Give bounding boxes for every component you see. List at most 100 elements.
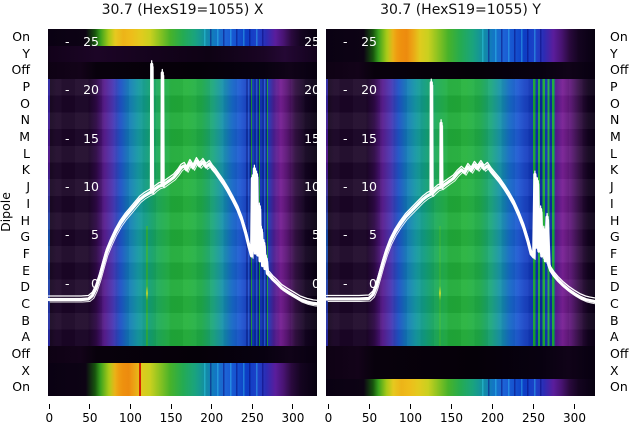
xtick: 100 bbox=[112, 404, 148, 425]
row-label: M bbox=[610, 129, 621, 145]
xtick-label: 0 bbox=[45, 411, 54, 425]
row-label: On bbox=[12, 379, 30, 395]
tick-mark bbox=[292, 404, 294, 409]
row-label: A bbox=[21, 329, 30, 345]
row-label: O bbox=[20, 95, 30, 111]
row-label: P bbox=[22, 79, 30, 95]
panel-y-title: 30.7 (HexS19=1055) Y bbox=[380, 2, 541, 18]
ytick-inside-label: -15 bbox=[343, 130, 377, 146]
xtick-label: 100 bbox=[399, 411, 422, 425]
row-label: J bbox=[26, 179, 30, 195]
row-label: M bbox=[19, 129, 30, 145]
row-label: B bbox=[21, 312, 30, 328]
xtick-label: 50 bbox=[82, 411, 98, 425]
left-edge-line bbox=[326, 79, 328, 346]
row-label: N bbox=[20, 112, 30, 128]
row-label: Y bbox=[610, 45, 618, 61]
xtick-label: 250 bbox=[240, 411, 264, 425]
tick-mark bbox=[369, 404, 370, 409]
heatmap-band-y-row bbox=[48, 45, 317, 63]
row-label: D bbox=[20, 279, 30, 295]
panel-x-title: 30.7 (HexS19=1055) X bbox=[101, 2, 264, 18]
xtick: 200 bbox=[475, 404, 511, 425]
xtick: 0 bbox=[311, 404, 347, 425]
red-line-marker bbox=[139, 362, 141, 396]
xtick-label: 300 bbox=[281, 411, 305, 425]
panel-x-heatmap: -25 -20 -15 -10 -5 -0 25 20 15 10 5 0 bbox=[48, 29, 317, 396]
tick-mark bbox=[533, 404, 534, 409]
row-label: L bbox=[23, 145, 30, 161]
row-label: J bbox=[610, 179, 614, 195]
ytick-inside-label: -20 bbox=[343, 82, 377, 98]
row-label: Off bbox=[610, 62, 629, 78]
row-label: E bbox=[610, 262, 618, 278]
heatmap-band-off-top bbox=[326, 62, 595, 80]
xtick-label: 50 bbox=[361, 411, 378, 425]
heatmap-band-off-bottom bbox=[48, 346, 317, 363]
row-label: Off bbox=[11, 62, 30, 78]
cyan-stripe-texture bbox=[482, 29, 547, 63]
xtick-label: 100 bbox=[119, 411, 142, 425]
tick-mark bbox=[129, 404, 131, 409]
row-label: E bbox=[22, 262, 30, 278]
ytick-labels-right: 25 20 15 10 5 0 bbox=[287, 29, 317, 396]
row-label: H bbox=[20, 212, 30, 228]
heatmap-band-offx-bottom bbox=[326, 346, 595, 380]
cyan-stripe-texture bbox=[482, 379, 547, 396]
ytick-inside-label: -5 bbox=[343, 227, 377, 243]
xtick-label: 300 bbox=[563, 411, 586, 425]
xtick: 300 bbox=[275, 404, 311, 425]
anomaly-stripes bbox=[533, 79, 555, 346]
xtick: 0 bbox=[31, 404, 67, 425]
row-label: D bbox=[610, 279, 620, 295]
anomaly-stripes bbox=[245, 79, 269, 346]
tick-mark bbox=[211, 404, 213, 409]
ytick-inside-label: -0 bbox=[65, 275, 99, 291]
row-label: N bbox=[610, 112, 620, 128]
row-label: P bbox=[610, 79, 618, 95]
xtick: 50 bbox=[72, 404, 108, 425]
xtick-label: 250 bbox=[522, 411, 545, 425]
row-label: K bbox=[610, 162, 619, 178]
row-label: Off bbox=[610, 345, 629, 361]
ytick-right-label: 15 bbox=[304, 130, 317, 146]
row-label: On bbox=[12, 29, 30, 44]
tick-mark bbox=[251, 404, 253, 409]
ytick-inside-label: -0 bbox=[343, 275, 377, 291]
xtick-label: 150 bbox=[159, 411, 183, 425]
row-label: F bbox=[610, 245, 618, 261]
ytick-right-label: 25 bbox=[304, 34, 317, 49]
xtick: 250 bbox=[234, 404, 270, 425]
row-label: On bbox=[610, 379, 628, 395]
xtick: 300 bbox=[557, 404, 593, 425]
row-label: Y bbox=[22, 45, 30, 61]
xtick: 200 bbox=[194, 404, 230, 425]
ytick-right-label: 20 bbox=[304, 82, 317, 98]
ytick-labels-inside: -25 -20 -15 -10 -5 -0 bbox=[65, 29, 125, 396]
ytick-inside-label: -25 bbox=[343, 34, 377, 49]
row-label: F bbox=[22, 245, 30, 261]
ytick-inside-label: -10 bbox=[65, 179, 99, 195]
left-edge-line bbox=[48, 79, 50, 346]
xtick-label: 200 bbox=[200, 411, 224, 425]
heatmap-band-on-top bbox=[48, 29, 317, 46]
tick-mark bbox=[89, 404, 91, 409]
row-label: On bbox=[610, 29, 628, 44]
xtick-label: 150 bbox=[440, 411, 463, 425]
tick-mark bbox=[492, 404, 493, 409]
row-label: I bbox=[26, 195, 30, 211]
row-label: X bbox=[21, 362, 30, 378]
row-label: H bbox=[610, 212, 620, 228]
ytick-labels-inside: -25 -20 -15 -10 -5 -0 bbox=[343, 29, 403, 396]
xtick: 250 bbox=[516, 404, 552, 425]
tick-mark bbox=[574, 404, 575, 409]
tick-mark bbox=[410, 404, 411, 409]
green-line-marker bbox=[438, 225, 441, 346]
row-label: G bbox=[20, 229, 30, 245]
row-label: L bbox=[610, 145, 617, 161]
row-label: C bbox=[610, 295, 619, 311]
xtick: 100 bbox=[393, 404, 429, 425]
row-label: A bbox=[610, 329, 619, 345]
row-label: X bbox=[610, 362, 619, 378]
ytick-inside-label: -25 bbox=[65, 34, 99, 49]
